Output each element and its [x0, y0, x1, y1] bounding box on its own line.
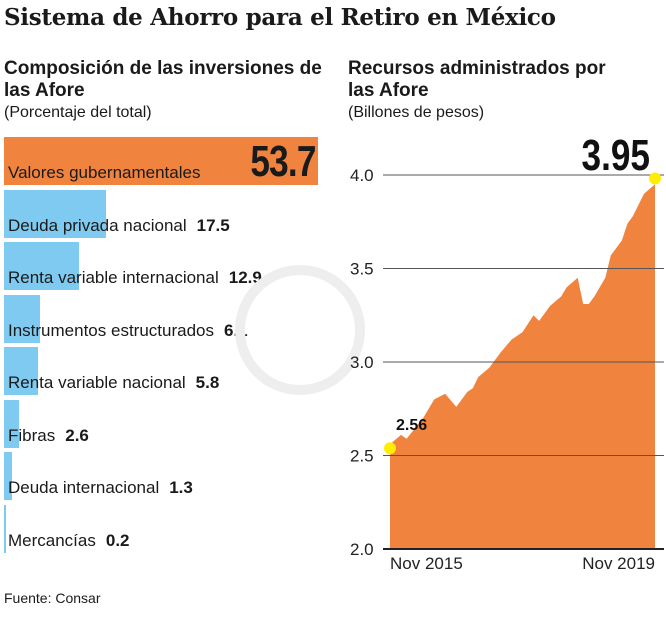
x-tick-label: Nov 2019: [582, 554, 655, 573]
bar-row: Deuda privada nacional 17.5: [4, 189, 324, 238]
category-label: Instrumentos estructurados: [8, 320, 214, 340]
end-annotation: 3.95: [582, 131, 650, 180]
bar-row: Mercancías 0.2: [4, 504, 324, 553]
end-marker: [649, 172, 661, 185]
value-label: 53.7: [250, 137, 317, 186]
bar: [4, 189, 107, 238]
category-label: Renta variable nacional: [8, 373, 186, 392]
bar-row: Renta variable nacional 5.8: [4, 347, 324, 395]
category-label: Mercancías: [8, 530, 96, 550]
value-label: 5.8: [195, 373, 220, 392]
bar: [4, 452, 12, 500]
bar-row: 53.7 Valores gubernamentales: [4, 137, 324, 186]
category-label: Valores gubernamentales: [8, 163, 201, 182]
bar-label: Renta variable internacional 12.9: [8, 268, 262, 288]
right-chart-title: Recursos administrados por las Afore: [348, 58, 606, 101]
bar-label: Fibras 2.6: [8, 426, 89, 446]
bar-label: Valores gubernamentales: [8, 163, 200, 183]
category-label: Fibras: [8, 425, 56, 445]
right-chart-subtitle: (Billones de pesos): [348, 104, 485, 121]
y-tick-label: 2.0: [350, 540, 374, 559]
category-label: Deuda privada nacional: [8, 215, 187, 235]
x-tick-label: Nov 2015: [390, 554, 463, 573]
y-tick-label: 3.0: [350, 353, 374, 372]
bar-label: Deuda privada nacional 17.5: [8, 216, 230, 236]
bar: [4, 399, 20, 448]
y-tick-label: 3.5: [350, 260, 374, 279]
bar-row: Instrumentos estructurados 6.1: [4, 294, 324, 343]
bar-row: Deuda internacional 1.3: [4, 452, 324, 500]
bar-row: Renta variable internacional 12.9: [4, 242, 324, 290]
value-label: 12.9: [228, 268, 262, 287]
bar: [4, 242, 80, 290]
bar-row: Fibras 2.6: [4, 399, 324, 448]
left-chart-title: Composición de las inversiones de las Af…: [4, 58, 322, 101]
value-label: 17.5: [196, 215, 230, 235]
value-label: 2.6: [65, 425, 89, 445]
area-series: [390, 184, 655, 550]
category-label: Renta variable internacional: [8, 268, 219, 287]
bar: [4, 294, 40, 343]
bar: [4, 347, 38, 395]
value-label: 0.2: [105, 530, 130, 550]
bar-label: Mercancías 0.2: [8, 531, 130, 551]
bar: [4, 137, 318, 185]
value-label: 1.3: [169, 478, 193, 497]
page-title: Sistema de Ahorro para el Retiro en Méxi…: [4, 4, 556, 31]
bar-label: Deuda internacional 1.3: [8, 478, 193, 498]
left-chart-subtitle: (Porcentaje del total): [4, 104, 152, 121]
category-label: Deuda internacional: [8, 478, 160, 497]
bar: [4, 504, 6, 553]
watermark-seal-icon: [235, 265, 365, 395]
y-tick-label: 2.5: [350, 447, 374, 466]
start-marker: [384, 442, 396, 455]
start-annotation: 2.56: [396, 417, 427, 434]
y-tick-label: 4.0: [350, 166, 374, 185]
source-note: Fuente: Consar: [4, 590, 101, 606]
bar-label: Renta variable nacional 5.8: [8, 373, 219, 393]
